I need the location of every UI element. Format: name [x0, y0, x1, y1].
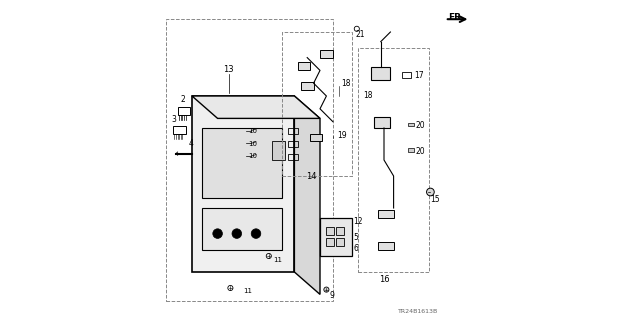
Bar: [288, 154, 298, 160]
Bar: [298, 62, 310, 70]
Bar: [272, 141, 285, 160]
Text: 15: 15: [430, 195, 440, 204]
Text: 18: 18: [340, 79, 350, 88]
Bar: [202, 208, 282, 250]
Bar: [202, 128, 282, 198]
Circle shape: [232, 229, 242, 238]
Bar: [371, 67, 390, 80]
Text: 18: 18: [363, 91, 372, 100]
Text: 9: 9: [330, 291, 335, 300]
Text: 10: 10: [248, 153, 257, 159]
Text: 2: 2: [181, 95, 186, 104]
Bar: [336, 238, 344, 246]
Text: 5: 5: [354, 233, 358, 242]
Polygon shape: [192, 96, 320, 118]
Text: 19: 19: [338, 131, 348, 140]
Bar: [336, 227, 344, 235]
Text: 16: 16: [379, 275, 389, 284]
Polygon shape: [294, 96, 320, 294]
Bar: [378, 242, 394, 250]
Bar: [374, 117, 390, 128]
Text: 14: 14: [306, 172, 316, 181]
Bar: [358, 48, 429, 272]
Polygon shape: [192, 96, 294, 272]
Circle shape: [212, 229, 223, 238]
Bar: [310, 134, 321, 141]
Text: 13: 13: [223, 65, 234, 74]
Circle shape: [251, 229, 261, 238]
Text: 12: 12: [354, 217, 363, 226]
Text: 3: 3: [172, 115, 177, 124]
Text: 11: 11: [243, 288, 252, 294]
Bar: [173, 126, 186, 134]
Bar: [378, 210, 394, 218]
Text: 20: 20: [415, 147, 425, 156]
Bar: [402, 72, 412, 78]
Bar: [408, 123, 414, 126]
Bar: [408, 148, 414, 152]
Bar: [320, 50, 333, 58]
Bar: [326, 227, 334, 235]
Bar: [320, 218, 352, 256]
Text: 10: 10: [248, 128, 257, 134]
Bar: [301, 82, 314, 90]
Text: 4: 4: [189, 139, 194, 148]
Circle shape: [324, 287, 329, 292]
Text: 21: 21: [356, 30, 365, 39]
Text: 20: 20: [415, 121, 425, 130]
Bar: [166, 19, 333, 301]
Text: 11: 11: [274, 257, 283, 263]
Circle shape: [427, 188, 434, 196]
Text: 6: 6: [354, 244, 358, 253]
Bar: [288, 141, 298, 147]
Text: 10: 10: [248, 140, 257, 147]
Bar: [326, 238, 334, 246]
Bar: [178, 107, 191, 115]
Text: FR.: FR.: [448, 13, 465, 22]
Text: 17: 17: [415, 71, 424, 80]
Bar: [288, 128, 298, 134]
Text: TR24B1613B: TR24B1613B: [398, 308, 438, 314]
Bar: [282, 32, 352, 176]
